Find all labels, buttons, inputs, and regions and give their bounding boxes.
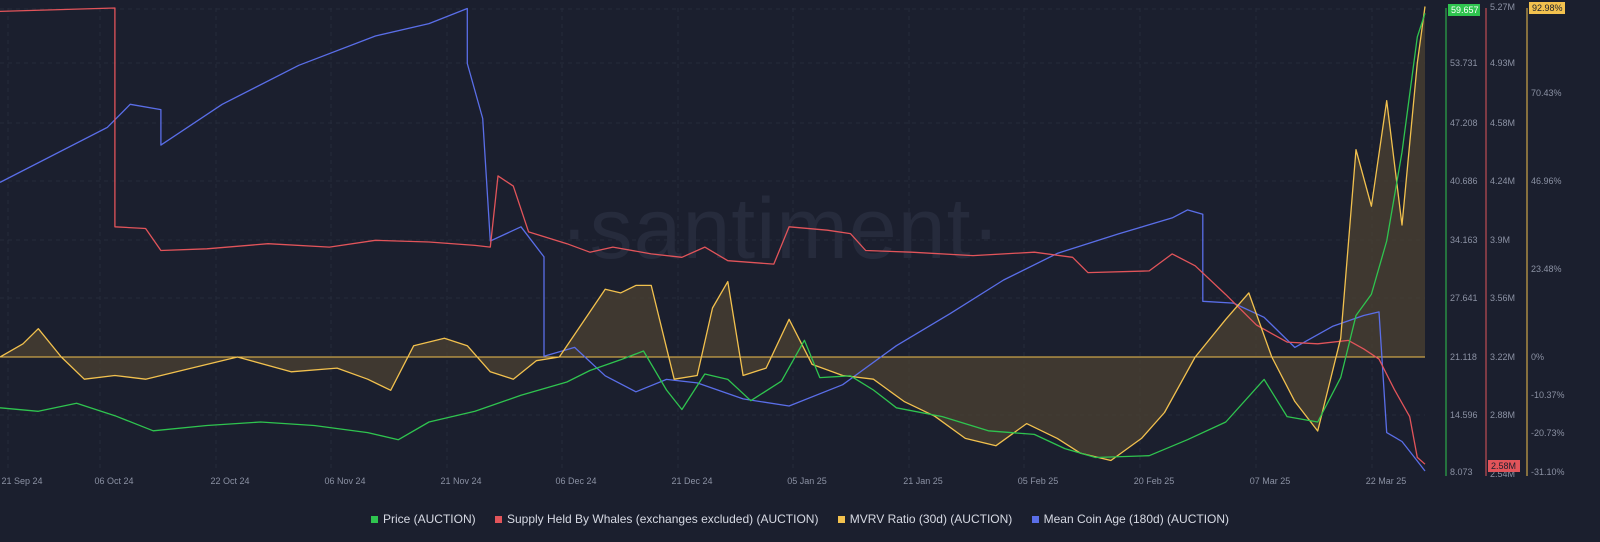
mvrv-area	[0, 6, 1425, 461]
mvrv-axis-tick: -20.73%	[1531, 428, 1565, 438]
price-axis-tick: 8.073	[1450, 467, 1473, 477]
price-line[interactable]	[0, 13, 1426, 459]
coin-age-line[interactable]	[0, 7, 1426, 472]
legend-swatch-whales	[494, 516, 502, 524]
price-axis-tick: 40.686	[1450, 176, 1478, 186]
legend-label-whales: Supply Held By Whales (exchanges exclude…	[506, 512, 819, 526]
legend-label-price: Price (AUCTION)	[382, 512, 476, 526]
x-tick-label: 06 Oct 24	[94, 476, 133, 486]
price-axis-tick: 53.731	[1450, 58, 1478, 68]
whales-badge: 2.58M	[1491, 461, 1516, 471]
whales-axis-tick: 4.58M	[1490, 118, 1515, 128]
x-tick-label: 21 Jan 25	[903, 476, 943, 486]
x-tick-label: 06 Dec 24	[555, 476, 596, 486]
x-tick-label: 21 Sep 24	[1, 476, 42, 486]
x-tick-label: 22 Mar 25	[1366, 476, 1407, 486]
whales-axis-tick: 3.22M	[1490, 352, 1515, 362]
price-axis-tick: 47.208	[1450, 118, 1478, 128]
mvrv-axis-tick: -31.10%	[1531, 467, 1565, 477]
mvrv-badge: 92.98%	[1532, 3, 1563, 13]
x-tick-label: 22 Oct 24	[210, 476, 249, 486]
santiment-watermark: ·santiment·	[560, 181, 1002, 277]
price-axis-tick: 34.163	[1450, 235, 1478, 245]
whales-axis-tick: 2.54M	[1490, 469, 1515, 479]
mvrv-axis-tick: 23.48%	[1531, 264, 1562, 274]
whales-axis-tick: 3.56M	[1490, 293, 1515, 303]
mvrv-axis-tick: 46.96%	[1531, 176, 1562, 186]
whales-axis-tick: 3.9M	[1490, 235, 1510, 245]
x-tick-label: 20 Feb 25	[1134, 476, 1175, 486]
legend-item-coin-age[interactable]: Mean Coin Age (180d) (AUCTION)	[1031, 512, 1230, 526]
x-tick-label: 07 Mar 25	[1250, 476, 1291, 486]
legend-swatch-coin-age	[1031, 516, 1039, 524]
legend-item-whales[interactable]: Supply Held By Whales (exchanges exclude…	[494, 512, 819, 526]
price-badge-bg	[1448, 4, 1480, 16]
mvrv-axis-tick: -10.37%	[1531, 390, 1565, 400]
mvrv-line[interactable]	[0, 6, 1426, 462]
x-tick-label: 05 Feb 25	[1018, 476, 1059, 486]
price-axis-tick: 14.596	[1450, 410, 1478, 420]
legend-swatch-mvrv	[837, 516, 845, 524]
whales-axis-tick: 5.27M	[1490, 2, 1515, 12]
whales-axis-tick: 2.88M	[1490, 410, 1515, 420]
mvrv-axis-tick: 0%	[1531, 352, 1544, 362]
whales-line[interactable]	[0, 7, 1426, 465]
x-tick-label: 21 Nov 24	[440, 476, 481, 486]
price-axis-tick: 21.118	[1450, 352, 1477, 362]
legend-label-coin-age: Mean Coin Age (180d) (AUCTION)	[1043, 512, 1230, 526]
legend-swatch-price	[370, 516, 378, 524]
legend-item-price[interactable]: Price (AUCTION)	[370, 512, 476, 526]
legend-item-mvrv[interactable]: MVRV Ratio (30d) (AUCTION)	[837, 512, 1013, 526]
price-badge: 59.657	[1451, 5, 1479, 15]
x-tick-label: 21 Dec 24	[671, 476, 712, 486]
legend-label-mvrv: MVRV Ratio (30d) (AUCTION)	[849, 512, 1013, 526]
x-tick-label: 05 Jan 25	[787, 476, 827, 486]
price-axis-tick: 27.641	[1450, 293, 1478, 303]
x-tick-label: 06 Nov 24	[324, 476, 365, 486]
whales-axis-tick: 4.93M	[1490, 58, 1515, 68]
mvrv-axis-tick: 70.43%	[1531, 88, 1562, 98]
legend: Price (AUCTION) Supply Held By Whales (e…	[0, 512, 1600, 526]
whales-axis-tick: 4.24M	[1490, 176, 1515, 186]
mvrv-badge-bg	[1529, 2, 1565, 14]
whales-badge-bg	[1488, 460, 1520, 472]
